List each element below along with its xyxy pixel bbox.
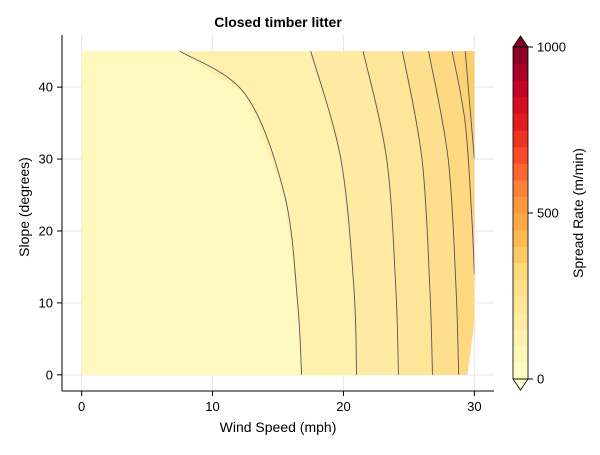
filled-contours <box>81 51 475 375</box>
colorbar-segment <box>513 63 528 81</box>
colorbar-segment <box>513 362 528 380</box>
colorbar-segment <box>513 312 528 330</box>
colorbar-segment <box>513 179 528 197</box>
y-tick-label: 10 <box>39 295 53 310</box>
x-tick-label: 0 <box>78 399 85 414</box>
y-tick-label: 40 <box>39 80 53 95</box>
x-axis-label: Wind Speed (mph) <box>220 419 337 435</box>
colorbar-tick-label: 0 <box>537 372 544 387</box>
colorbar-segment <box>513 80 528 98</box>
colorbar-segment <box>513 146 528 164</box>
colorbar-tick-label: 500 <box>537 206 559 221</box>
y-tick-label: 0 <box>46 367 53 382</box>
contour-line <box>428 51 460 375</box>
colorbar-segment <box>513 345 528 363</box>
colorbar-label: Spread Rate (m/min) <box>570 148 586 278</box>
contour-region <box>451 51 475 281</box>
colorbar: 0 500 1000 <box>512 35 566 391</box>
colorbar-segment <box>513 279 528 297</box>
colorbar-segment <box>513 213 528 231</box>
colorbar-tick-label: 1000 <box>537 40 566 55</box>
contour-line <box>464 51 475 160</box>
colorbar-segment <box>513 229 528 247</box>
colorbar-segment <box>513 47 528 65</box>
contour-line <box>179 51 303 375</box>
y-tick-label: 20 <box>39 223 53 238</box>
colorbar-extend-min <box>512 378 529 391</box>
x-tick-label: 10 <box>205 399 219 414</box>
contour-line <box>310 51 357 375</box>
contour-line <box>362 51 399 375</box>
chart-title: Closed timber litter <box>214 14 342 30</box>
contour-lines <box>179 51 475 375</box>
colorbar-segment <box>513 96 528 114</box>
colorbar-extend-max <box>512 35 529 48</box>
y-tick-label: 30 <box>39 152 53 167</box>
colorbar-segment <box>513 262 528 280</box>
colorbar-segment <box>513 329 528 347</box>
colorbar-segment <box>513 163 528 181</box>
colorbar-segment <box>513 296 528 314</box>
colorbar-segment <box>513 113 528 131</box>
contour-line <box>451 51 475 275</box>
y-axis-label: Slope (degrees) <box>16 157 32 257</box>
x-tick-label: 20 <box>336 399 350 414</box>
colorbar-segment <box>513 246 528 264</box>
axes: 0 10 20 30 0 10 20 30 40 <box>39 35 494 414</box>
colorbar-segment <box>513 130 528 148</box>
colorbar-segment <box>513 196 528 214</box>
contour-line <box>401 51 433 375</box>
x-tick-label: 30 <box>467 399 481 414</box>
